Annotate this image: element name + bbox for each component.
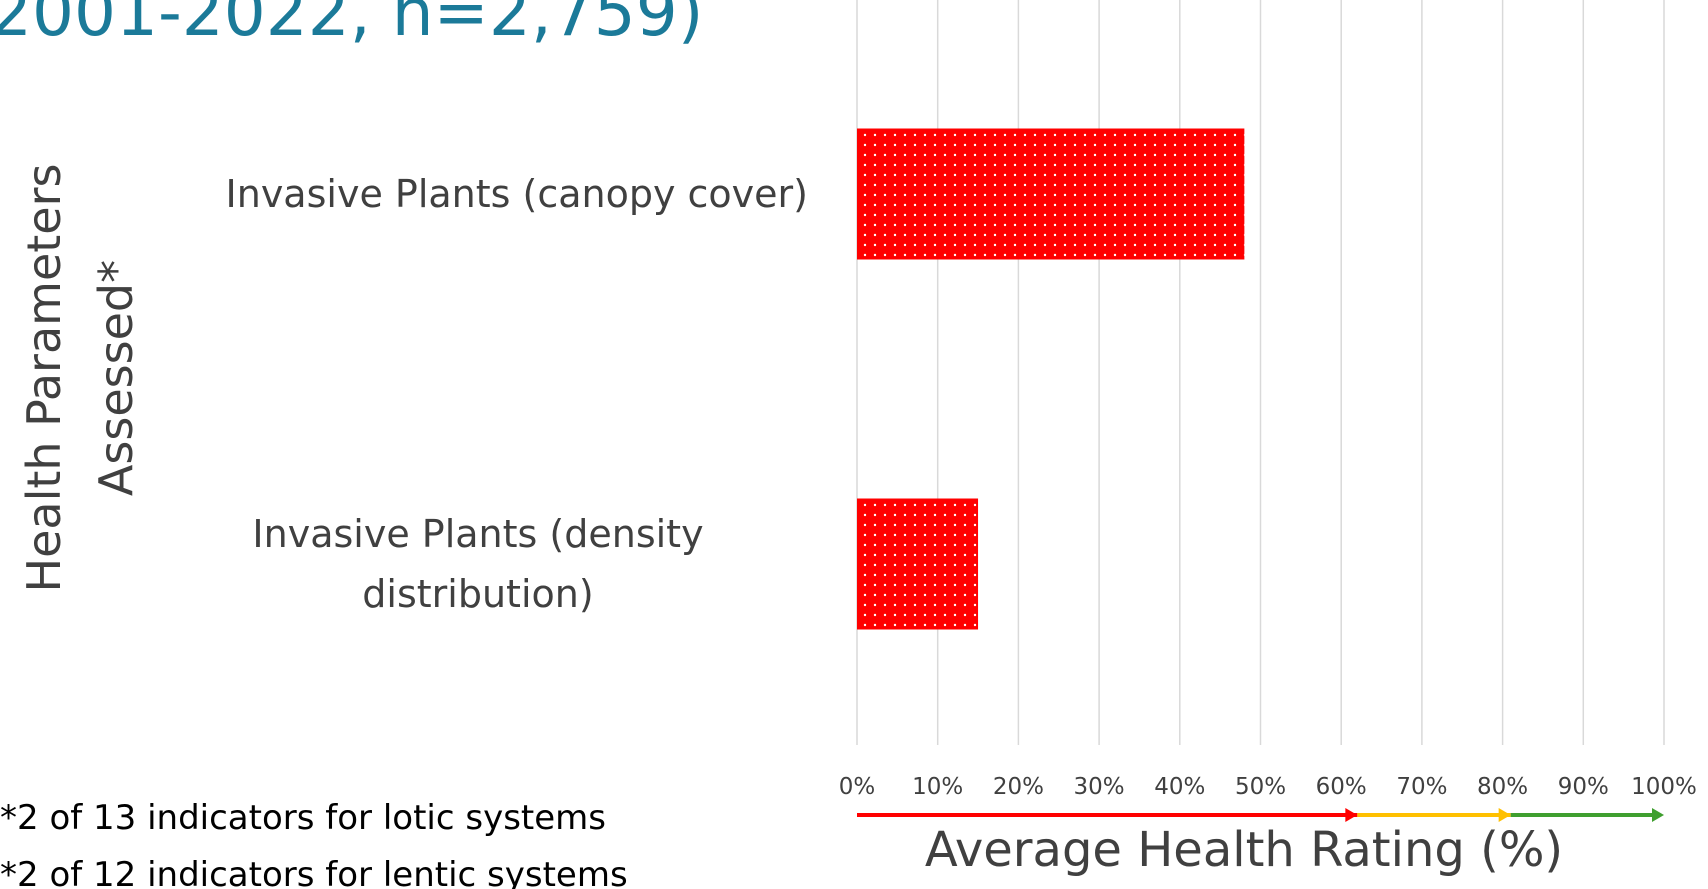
title: 2001-2022, n=2,759) <box>0 0 704 51</box>
x-tick-label: 0% <box>839 774 876 800</box>
bar-pattern <box>857 128 1245 260</box>
rating-arrow <box>1652 808 1664 822</box>
x-tick-label: 60% <box>1316 774 1367 800</box>
x-tick-label: 20% <box>993 774 1044 800</box>
y-tick-label: Invasive Plants (density distribution) <box>252 512 704 616</box>
x-tick-label: 40% <box>1154 774 1205 800</box>
x-tick-label: 70% <box>1396 774 1447 800</box>
bar-pattern <box>857 498 979 630</box>
x-tick-label: 30% <box>1074 774 1125 800</box>
y-axis-label: Health Parameters <box>17 164 71 593</box>
footnote: *2 of 12 indicators for lentic systems <box>0 855 628 889</box>
y-axis-label: Assessed* <box>89 260 143 496</box>
rating-arrow <box>1345 808 1358 822</box>
x-tick-label: 80% <box>1477 774 1528 800</box>
rating-arrow <box>1498 808 1511 822</box>
x-tick-label: 100% <box>1631 774 1697 800</box>
footnote: *2 of 13 indicators for lotic systems <box>0 798 606 838</box>
y-tick-label: Invasive Plants (canopy cover) <box>225 172 808 216</box>
x-tick-label: 50% <box>1235 774 1286 800</box>
x-axis-label: Average Health Rating (%) <box>925 822 1563 878</box>
x-tick-label: 10% <box>912 774 963 800</box>
x-tick-label: 90% <box>1558 774 1609 800</box>
